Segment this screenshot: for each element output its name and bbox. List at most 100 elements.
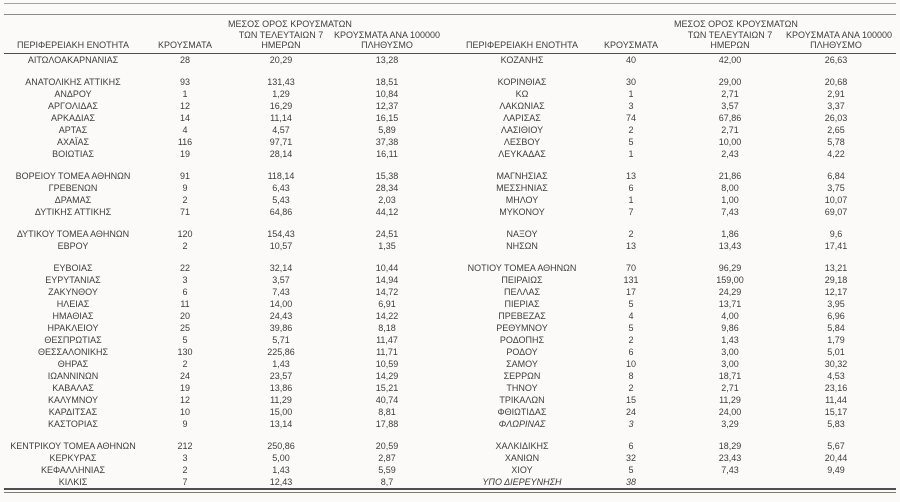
per-100k-value: 5,59 bbox=[378, 465, 396, 475]
cases-value: 2 bbox=[628, 383, 634, 393]
table-rows: ΑΙΤΩΛΟΑΚΑΡΝΑΝΙΑΣ 28 20,29 13,28 ΚΟΖΑΝΗΣ 40 42,… bbox=[4, 54, 896, 488]
per-100k-value: 11,47 bbox=[376, 335, 398, 345]
avg-7day-value: 131,43 bbox=[267, 77, 295, 87]
region-name: ΚΑΛΥΜΝΟΥ bbox=[47, 395, 99, 405]
region-name: ΔΥΤΙΚΟΥ ΤΟΜΕΑ ΑΘΗΝΩΝ bbox=[16, 229, 130, 239]
per-100k-value: 2,03 bbox=[378, 195, 396, 205]
per-100k-value: 16,15 bbox=[375, 113, 399, 123]
avg-7day-value: 5,43 bbox=[272, 195, 290, 205]
cases-value: 32 bbox=[625, 453, 636, 463]
region-name: ΕΒΡΟΥ bbox=[57, 241, 89, 251]
region-name: ΘΕΣΠΡΩΤΙΑΣ bbox=[44, 335, 102, 345]
avg-7day-value: 11,14 bbox=[270, 113, 292, 123]
region-name: ΑΡΓΟΛΙΔΑΣ bbox=[48, 101, 98, 111]
avg-7day-value: 159,00 bbox=[716, 275, 744, 285]
table-row: ΚΕΡΚΥΡΑΣ 3 5,00 2,87 ΧΑΝΙΩΝ 32 23,43 20,44 bbox=[4, 452, 896, 464]
per-100k-value: 2,87 bbox=[378, 453, 396, 463]
avg-7day-value: 96,29 bbox=[718, 263, 742, 273]
avg-7day-value: 4,57 bbox=[272, 125, 290, 135]
region-name: ΧΙΟΥ bbox=[511, 465, 533, 475]
per-100k-value: 37,38 bbox=[375, 137, 399, 147]
cases-value: 70 bbox=[625, 263, 636, 273]
header-avg7-line: ΜΕΣΟΣ ΟΡΟΣ ΚΡΟΥΣΜΑΤΩΝ bbox=[674, 19, 798, 30]
per-100k-value: 5,01 bbox=[827, 347, 845, 357]
bottom-border bbox=[4, 488, 896, 493]
region-name: ΛΑΡΙΣΑΣ bbox=[503, 113, 541, 123]
per-100k-value: 15,38 bbox=[375, 171, 399, 181]
per-100k-value: 15,21 bbox=[375, 383, 399, 393]
region-name: ΑΝΔΡΟΥ bbox=[54, 89, 92, 99]
table-row: ΕΒΡΟΥ 2 10,57 1,35 ΝΗΣΩΝ 13 13,43 17,41 bbox=[4, 240, 896, 252]
header-per100k-left: ΚΡΟΥΣΜΑΤΑ ΑΝΑ 100000 ΠΛΗΘΥΣΜΟ bbox=[334, 30, 440, 51]
avg-7day-value: 13,86 bbox=[269, 383, 293, 393]
cases-value: 12 bbox=[179, 395, 190, 405]
cases-value: 40 bbox=[625, 55, 636, 65]
avg-7day-value: 42,00 bbox=[718, 55, 742, 65]
region-name: ΝΗΣΩΝ bbox=[506, 241, 538, 251]
region-name: ΚΑΡΔΙΤΣΑΣ bbox=[48, 407, 98, 417]
table-row: ΑΡΤΑΣ 4 4,57 5,89 ΛΑΣΙΘΙΟΥ 2 2,71 2,65 bbox=[4, 124, 896, 136]
per-100k-value: 17,88 bbox=[375, 419, 399, 429]
avg-7day-value: 250,86 bbox=[267, 441, 295, 451]
avg-7day-value: 13,14 bbox=[269, 419, 293, 429]
region-name: ΡΕΘΥΜΝΟΥ bbox=[496, 323, 548, 333]
table-row: ΑΝΑΤΟΛΙΚΗΣ ΑΤΤΙΚΗΣ 93 131,43 18,51 ΚΟΡΙΝΘΙΑΣ… bbox=[4, 76, 896, 88]
region-name: ΡΟΔΟΥ bbox=[506, 347, 538, 357]
avg-7day-value: 3,57 bbox=[272, 275, 290, 285]
cases-value: 3 bbox=[628, 101, 634, 111]
avg-7day-value: 21,86 bbox=[718, 171, 742, 181]
region-name: ΛΑΚΩΝΙΑΣ bbox=[499, 101, 545, 111]
avg-7day-value: 4,00 bbox=[721, 311, 739, 321]
per-100k-value: 26,63 bbox=[824, 55, 848, 65]
header-avg7-line: ΗΜΕΡΩΝ bbox=[261, 40, 301, 51]
header-avg7-line: ΤΩΝ ΤΕΛΕΥΤΑΙΩΝ 7 bbox=[238, 29, 324, 40]
table-row: ΗΡΑΚΛΕΙΟΥ 25 39,86 8,18 ΡΕΘΥΜΝΟΥ 5 9,86 5,84 bbox=[4, 322, 896, 334]
per-100k-value: 5,83 bbox=[827, 419, 845, 429]
cases-value: 4 bbox=[628, 311, 634, 321]
header-region-left: ΠΕΡΙΦΕΡΕΙΑΚΗ ΕΝΟΤΗΤΑ bbox=[16, 40, 130, 51]
per-100k-value: 24,51 bbox=[375, 229, 399, 239]
avg-7day-value: 64,86 bbox=[269, 207, 293, 217]
table-row: ΓΡΕΒΕΝΩΝ 9 6,43 28,34 ΜΕΣΣΗΝΙΑΣ 6 8,00 3,75 bbox=[4, 182, 896, 194]
avg-7day-value: 2,71 bbox=[721, 89, 739, 99]
region-name: ΚΟΖΑΝΗΣ bbox=[500, 55, 544, 65]
table-row: ΚΑΣΤΟΡΙΑΣ 9 13,14 17,88 ΦΛΩΡΙΝΑΣ 3 3,29 5,83 bbox=[4, 418, 896, 430]
table-row: ΚΑΡΔΙΤΣΑΣ 10 15,00 8,81 ΦΘΙΩΤΙΔΑΣ 24 24,00 15,1… bbox=[4, 406, 896, 418]
cases-value: 15 bbox=[625, 395, 636, 405]
avg-7day-value: 16,29 bbox=[269, 101, 293, 111]
region-name: ΠΙΕΡΙΑΣ bbox=[504, 299, 540, 309]
cases-value: 212 bbox=[177, 441, 193, 451]
per-100k-value: 4,53 bbox=[827, 371, 845, 381]
region-name: ΓΡΕΒΕΝΩΝ bbox=[48, 183, 98, 193]
region-name: ΒΟΙΩΤΙΑΣ bbox=[52, 149, 94, 159]
per-100k-value: 11,44 bbox=[825, 395, 847, 405]
cases-value: 17 bbox=[625, 287, 636, 297]
spacer-row bbox=[4, 218, 896, 228]
region-name: ΜΕΣΣΗΝΙΑΣ bbox=[496, 183, 548, 193]
avg-7day-value: 154,43 bbox=[267, 229, 295, 239]
region-name: ΙΩΑΝΝΙΝΩΝ bbox=[47, 371, 99, 381]
per-100k-value: 9,6 bbox=[829, 229, 843, 239]
region-name: ΔΥΤΙΚΗΣ ΑΤΤΙΚΗΣ bbox=[34, 207, 112, 217]
cases-value: 1 bbox=[628, 89, 634, 99]
header-cases-right: ΚΡΟΥΣΜΑΤΑ bbox=[604, 40, 658, 51]
avg-7day-value: 13,71 bbox=[718, 299, 742, 309]
per-100k-value: 8,81 bbox=[378, 407, 396, 417]
header-underline bbox=[4, 53, 896, 54]
per-100k-value: 13,28 bbox=[375, 55, 399, 65]
avg-7day-value: 28,14 bbox=[269, 149, 293, 159]
cases-value: 6 bbox=[628, 183, 634, 193]
cases-value: 1 bbox=[628, 195, 634, 205]
cases-value: 13 bbox=[625, 241, 636, 251]
avg-7day-value: 9,86 bbox=[721, 323, 739, 333]
cases-value: 2 bbox=[182, 195, 188, 205]
region-name: ΡΟΔΟΠΗΣ bbox=[499, 335, 545, 345]
per-100k-value: 1,35 bbox=[378, 241, 396, 251]
region-name: ΜΑΓΝΗΣΙΑΣ bbox=[496, 171, 548, 181]
table-row: ΚΑΛΥΜΝΟΥ 12 11,29 40,74 ΤΡΙΚΑΛΩΝ 15 11,29 11,44 bbox=[4, 394, 896, 406]
cases-value: 5 bbox=[628, 465, 634, 475]
per-100k-value: 28,34 bbox=[375, 183, 399, 193]
bottom-rule-thick bbox=[4, 488, 896, 490]
avg-7day-value: 225,86 bbox=[267, 347, 295, 357]
